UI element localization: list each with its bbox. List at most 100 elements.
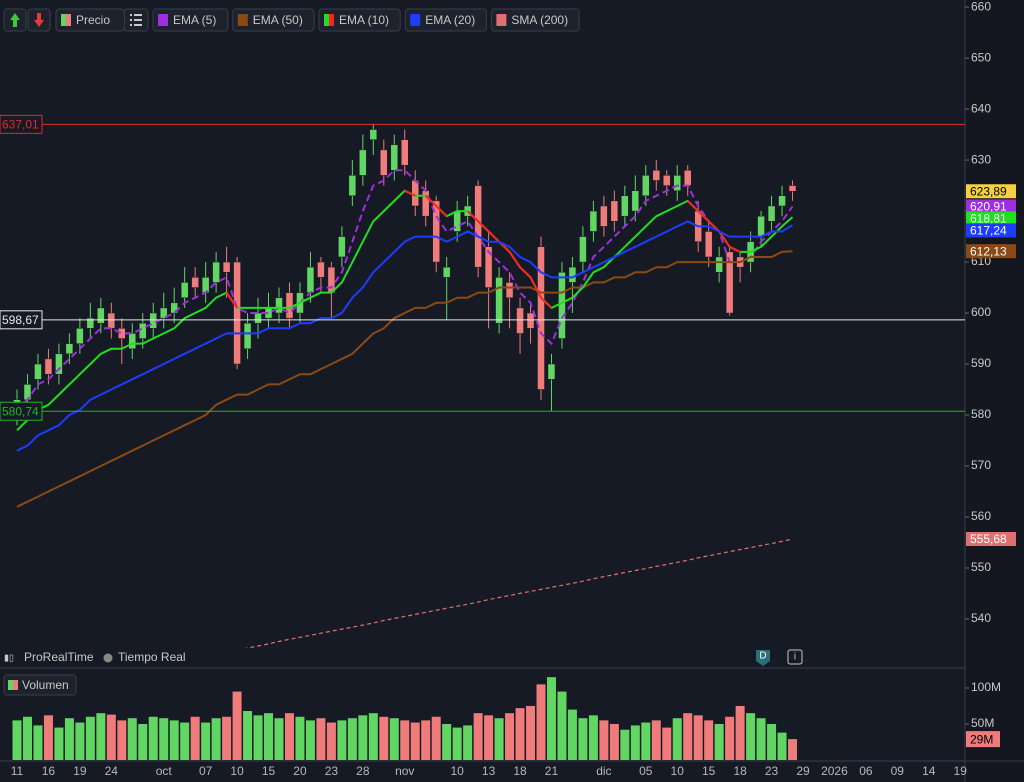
volume-bar [347, 718, 357, 760]
price-badge [966, 244, 1016, 259]
candle-body [652, 170, 661, 181]
info-icon[interactable]: i [787, 649, 803, 665]
volume-bar [264, 713, 274, 760]
price-badge [966, 211, 1016, 226]
volume-bar [421, 720, 431, 760]
volume-bar [337, 720, 347, 760]
volume-button [3, 674, 77, 696]
candle-body [704, 231, 713, 258]
volume-bar [54, 727, 64, 760]
x-tick-label: 10 [450, 764, 464, 778]
y-tick-label: 540 [971, 611, 991, 625]
volume-bar [609, 723, 619, 760]
x-tick-label: 24 [105, 764, 119, 778]
price-badge-label: 620,91 [970, 200, 1007, 214]
volume-bar [767, 723, 777, 760]
ma-line [16, 220, 794, 452]
legend-swatch [66, 14, 71, 26]
list-button[interactable] [123, 8, 149, 32]
volume-bar [588, 715, 598, 760]
x-tick-label: 15 [702, 764, 716, 778]
candle-body [254, 312, 262, 324]
axis-area [965, 0, 1024, 782]
level-label-box [0, 114, 43, 134]
x-tick-label: 13 [482, 764, 496, 778]
price-badge [966, 184, 1016, 199]
level-label-box [0, 310, 43, 330]
candle-body [275, 297, 283, 314]
arrow-buttons[interactable] [3, 8, 51, 32]
candle-body [715, 256, 723, 273]
volume-bar [788, 739, 798, 760]
candle-body [222, 261, 231, 273]
volume-bar [211, 718, 221, 760]
legend-button[interactable]: EMA (5) [152, 8, 229, 32]
x-tick-label: 23 [325, 764, 339, 778]
candle-body [663, 175, 671, 186]
candle-body [788, 185, 797, 192]
ma-down-segment [425, 195, 437, 207]
volume-bar [96, 713, 106, 760]
volume-bar [243, 711, 253, 760]
x-tick-label: 10 [230, 764, 244, 778]
candle-body [86, 317, 95, 329]
candle-body [631, 190, 640, 212]
volume-bar [316, 718, 326, 760]
volume-bar [578, 718, 588, 760]
volume-bar [12, 720, 22, 760]
price-badge [966, 531, 1016, 546]
x-tick-label: 18 [733, 764, 747, 778]
legend-button[interactable]: SMA (200) [490, 8, 580, 32]
legend-label: EMA (10) [339, 13, 389, 27]
candle-body [149, 312, 157, 329]
volume-bar [431, 716, 441, 760]
volume-bar [232, 691, 242, 760]
candle-body [621, 195, 629, 217]
ma-down-segment [477, 220, 490, 233]
y-tick-label: 550 [971, 560, 991, 574]
volume-bar [473, 713, 483, 760]
legend-button[interactable]: Precio [55, 8, 125, 32]
legend-button-bg [490, 8, 580, 32]
x-tick-label: dic [596, 764, 611, 778]
candle-body [369, 129, 378, 140]
x-tick-label: 28 [356, 764, 370, 778]
volume-bar [599, 720, 609, 760]
legend-button[interactable]: EMA (10) [318, 8, 401, 32]
ma-down-segment [404, 189, 416, 197]
volume-bar [725, 716, 735, 760]
legend-swatch [158, 14, 168, 26]
candle-body [579, 236, 587, 263]
candle-body [55, 353, 63, 375]
price-panel [13, 124, 797, 648]
x-tick-label: 2026 [821, 764, 848, 778]
candle-body [505, 282, 514, 298]
candle-body [128, 333, 137, 349]
ma-down-segment [435, 205, 448, 217]
legend-button[interactable]: EMA (20) [404, 8, 487, 32]
volume-bar [22, 716, 32, 760]
volume-title: Volumen [22, 678, 69, 692]
x-tick-label: nov [395, 764, 414, 778]
legend-swatch [237, 14, 248, 26]
legend-button[interactable]: EMA (50) [232, 8, 315, 32]
volume-bar [64, 718, 74, 760]
candle-body [558, 272, 566, 339]
candle-body [243, 322, 252, 349]
volume-bar [536, 684, 546, 760]
ma-down-segment [718, 230, 731, 248]
volume-tick-label: 50M [971, 716, 994, 730]
candle-body [159, 307, 168, 319]
badge-icon[interactable]: D [756, 650, 770, 666]
candle-body [683, 170, 692, 186]
candle-body [118, 328, 126, 339]
candle-body [139, 322, 147, 339]
candle-body [421, 190, 430, 217]
candle-body [516, 307, 524, 334]
y-tick-label: 580 [971, 407, 991, 421]
volume-bar [274, 718, 284, 760]
candle-body [380, 149, 388, 176]
volume-bar [148, 716, 158, 760]
volume-bar [505, 713, 515, 760]
volume-bar [180, 722, 190, 760]
